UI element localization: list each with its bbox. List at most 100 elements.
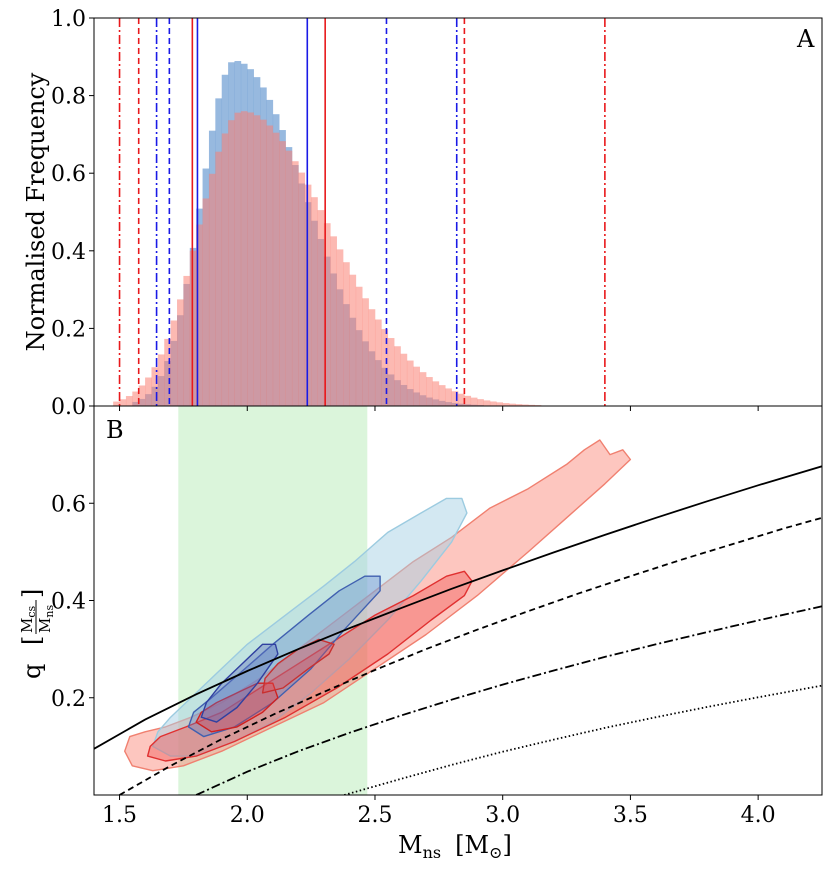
hist-bar <box>374 319 382 406</box>
hist-bar <box>291 161 299 406</box>
hist-bar <box>208 173 216 406</box>
hist-bar <box>202 198 210 406</box>
hist-bar <box>330 236 337 406</box>
panel-b-label: B <box>106 416 124 444</box>
hist-bar <box>221 133 229 406</box>
y-den-symbol: M <box>36 618 54 633</box>
hist-bar <box>317 210 325 406</box>
hist-bar <box>183 275 191 406</box>
panel-b-x-ticks: 1.5 2.0 2.5 3.0 3.5 4.0 <box>102 406 776 828</box>
hist-bar <box>355 286 363 406</box>
hist-bar <box>419 372 427 406</box>
x-title-unit: M <box>464 831 489 859</box>
hist-bar <box>260 119 267 406</box>
hist-bar <box>502 403 510 406</box>
contour-regions <box>123 439 632 772</box>
hist-bar <box>196 224 203 406</box>
hist-bar <box>113 401 120 406</box>
y-tick-label: 0.0 <box>51 395 86 420</box>
y-tick-label: 0.2 <box>51 317 86 342</box>
hist-bar <box>432 381 440 406</box>
y-tick-label: 1.0 <box>51 7 86 32</box>
reference-curve-solid <box>94 465 822 750</box>
y-tick-label: 0.6 <box>51 162 86 187</box>
hist-bar <box>138 385 146 406</box>
x-title-symbol: M <box>398 831 423 859</box>
hist-bar <box>234 112 242 406</box>
hist-bar <box>464 395 472 406</box>
hist-bar <box>496 402 504 406</box>
hist-bar <box>477 399 484 406</box>
hist-bar <box>515 404 523 406</box>
hist-bar <box>164 338 171 406</box>
hist-bar <box>451 391 459 406</box>
y-tick-label: 0.4 <box>51 590 86 615</box>
x-tick-label: 2.0 <box>230 803 265 828</box>
y-title-denominator: Mns <box>36 605 56 633</box>
contour-region <box>152 497 468 757</box>
x-tick-label: 3.5 <box>613 803 648 828</box>
histogram-bars <box>113 61 542 406</box>
reference-curve-dotted <box>344 684 822 795</box>
y-title-open-bracket: [ <box>18 636 46 645</box>
credible-interval-lines <box>118 18 606 406</box>
y-num-sub: cs <box>25 605 38 617</box>
hist-bar <box>394 346 401 406</box>
y-num-symbol: M <box>18 618 36 633</box>
x-tick-label: 1.5 <box>102 803 137 828</box>
hist-bar <box>228 120 235 406</box>
hist-bar <box>458 393 465 406</box>
hist-bar <box>279 141 286 406</box>
panel-a-histogram: 0.0 0.2 0.4 0.6 0.8 1.0 A Normalised Frequenc… <box>22 7 823 420</box>
y-tick-label: 0.2 <box>51 687 86 712</box>
hist-bar <box>298 172 306 406</box>
hist-bar <box>157 354 165 406</box>
reference-curve-dashdot <box>195 605 822 795</box>
panel-b-y-ticks: 0.2 0.4 0.6 <box>51 492 94 712</box>
panel-b-contours: 1.5 2.0 2.5 3.0 3.5 4.0 0.20.40.6 B Mns [M⊙] q… <box>18 405 823 862</box>
hist-bar <box>170 320 178 406</box>
contour-region <box>187 575 381 738</box>
y-den-sub: ns <box>43 605 56 618</box>
x-title-open-bracket: [ <box>455 831 464 859</box>
hist-bar <box>311 197 318 406</box>
reference-curves <box>94 465 822 795</box>
hist-bar <box>521 404 529 406</box>
y-title-symbol: q <box>18 664 46 679</box>
hist-bar <box>323 223 331 406</box>
y-title-close-bracket: ] <box>18 589 46 598</box>
hist-bar <box>247 112 254 406</box>
hist-bar <box>445 388 452 406</box>
hist-bar <box>406 360 414 406</box>
panel-b-x-axis-title: Mns [M⊙] <box>398 831 512 862</box>
hist-bar <box>483 400 491 406</box>
hist-bar <box>362 298 369 406</box>
hist-bar <box>253 115 261 406</box>
hist-bar <box>145 377 152 406</box>
contour-region <box>200 643 279 723</box>
x-tick-label: 3.0 <box>485 803 520 828</box>
contour-region <box>261 638 335 694</box>
hist-bar <box>381 329 389 406</box>
hist-bar <box>272 132 280 406</box>
hist-bar <box>368 309 376 406</box>
hist-bar <box>285 150 293 406</box>
x-title-close-bracket: ] <box>502 831 511 859</box>
hist-bar <box>489 401 497 406</box>
hist-bar <box>349 274 357 406</box>
hist-bar <box>528 404 535 406</box>
y-tick-label: 0.8 <box>51 85 86 110</box>
y-tick-label: 0.4 <box>51 240 86 265</box>
hist-bar <box>132 391 140 406</box>
hist-bar <box>470 397 478 406</box>
reference-curve-dashed <box>119 516 822 795</box>
hist-bar <box>119 399 127 406</box>
hist-bar <box>151 367 159 406</box>
hist-bar <box>413 366 420 406</box>
hist-bar <box>336 249 344 406</box>
hist-bar <box>125 396 133 406</box>
panel-b-y-axis-title: q [ Mcs Mns ] <box>18 589 56 679</box>
x-tick-label: 2.5 <box>357 803 392 828</box>
panel-a-label: A <box>796 25 815 53</box>
